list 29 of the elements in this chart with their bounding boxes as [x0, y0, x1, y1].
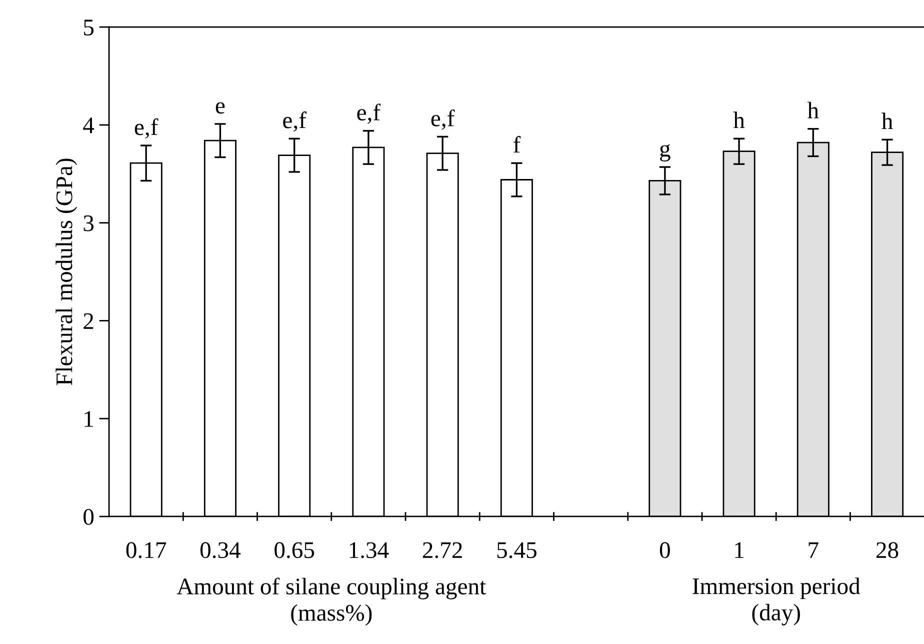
- y-tick-label: 0: [84, 508, 94, 525]
- x-tick-label: 1.34: [350, 542, 389, 558]
- annotation: h: [882, 112, 893, 130]
- annotation: h: [807, 102, 819, 118]
- x-tick-label: 0.65: [274, 542, 314, 558]
- x-tick-label: 2.72: [422, 542, 462, 558]
- y-tick-label: 5: [84, 20, 94, 36]
- annotation: e,f: [283, 111, 306, 132]
- text: Amount of silane coupling agent (mass%): [176, 578, 486, 626]
- y-tick-label: 3: [84, 215, 94, 232]
- annotation: e: [216, 102, 225, 114]
- annotation: e,f: [357, 104, 381, 124]
- annotation: g: [660, 144, 670, 162]
- x-tick-label: 0: [660, 542, 670, 558]
- annotation: f: [513, 136, 521, 153]
- x-tick-label: 0.17: [126, 542, 166, 558]
- y-axis-title: Flexural modulus (GPa): [56, 158, 78, 386]
- x-tick-label: 7: [808, 542, 818, 558]
- x-tick-label: 5.45: [497, 542, 536, 558]
- x-tick-label: 0.34: [200, 542, 240, 558]
- y-tick-label: 4: [83, 118, 94, 134]
- annotation: h: [733, 112, 745, 128]
- annotation: e,f: [134, 118, 158, 139]
- y-tick-label: 2: [84, 313, 94, 329]
- x-tick-label: 1: [735, 542, 744, 558]
- y-tick-label: 1: [84, 411, 94, 427]
- text: Immersion period (day): [692, 578, 860, 626]
- annotation: e,f: [431, 109, 455, 130]
- x-tick-label: 28: [876, 542, 898, 558]
